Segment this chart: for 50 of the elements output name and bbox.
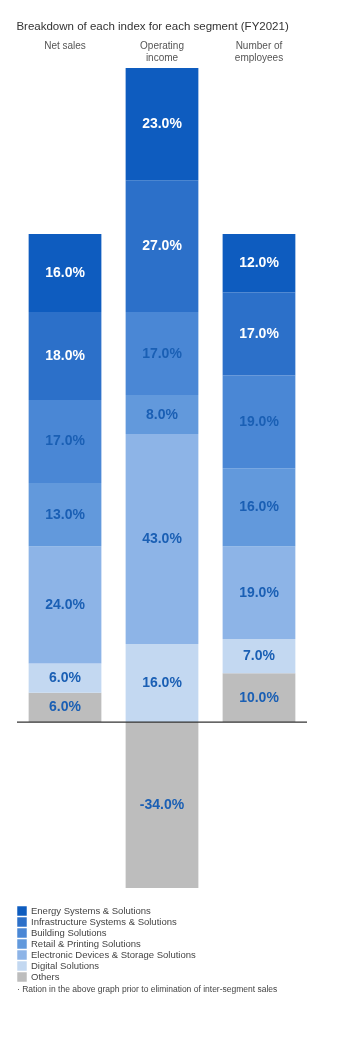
data-label: 27.0% (142, 237, 183, 254)
bar (125, 312, 199, 396)
bar (125, 643, 199, 723)
chart-title: Breakdown of each index for each segment (FY2021) (16, 19, 289, 32)
data-label: 19.0% (239, 583, 280, 600)
bar (222, 468, 296, 547)
legend-label: Energy Systems & Solutions (31, 905, 152, 916)
bar (222, 639, 296, 674)
data-label: 17.0% (239, 325, 280, 342)
data-label: 6.0% (49, 698, 82, 715)
bar (28, 546, 102, 664)
data-label: 13.0% (45, 505, 86, 522)
bar (222, 375, 296, 469)
bar (222, 546, 296, 640)
bar (28, 482, 102, 547)
data-label: 24.0% (45, 595, 86, 612)
legend-label: Electronic Devices & Storage Solutions (31, 949, 196, 960)
data-label: 43.0% (142, 530, 183, 547)
bar (125, 395, 199, 435)
data-label: 16.0% (142, 674, 183, 690)
x-tick-label: Operating income (140, 39, 184, 63)
data-label: 18.0% (45, 346, 86, 363)
x-tick-label: Number of employees (234, 39, 284, 63)
data-label: 23.0% (142, 115, 183, 132)
bar (125, 722, 199, 888)
data-label: -34.0% (139, 796, 185, 813)
legend-label: Digital Solutions (31, 960, 100, 971)
legend-label: Infrastructure Systems & Solutions (31, 916, 177, 927)
x-tick-label: Net sales (44, 39, 86, 51)
data-label: 16.0% (45, 264, 86, 280)
legend-label: Retail & Printing Solutions (31, 938, 142, 949)
text: · Ration in the above graph prior to elimination of inter-segment sales (17, 984, 278, 994)
legend-label: Others (31, 971, 60, 982)
bar (222, 233, 296, 293)
bar (28, 233, 102, 313)
data-label: 12.0% (239, 254, 280, 271)
bar (125, 68, 199, 181)
legend-label: Building Solutions (31, 927, 107, 938)
data-label: 8.0% (146, 405, 179, 422)
data-label: 7.0% (243, 647, 276, 664)
bar (125, 434, 199, 644)
data-label: 6.0% (49, 669, 82, 686)
bar (28, 663, 102, 693)
bar (28, 312, 102, 400)
bar (125, 180, 199, 313)
bar (222, 292, 296, 376)
data-label: 10.0% (239, 688, 280, 705)
bar (28, 399, 102, 483)
bar (222, 673, 296, 723)
data-label: 16.0% (239, 498, 280, 515)
